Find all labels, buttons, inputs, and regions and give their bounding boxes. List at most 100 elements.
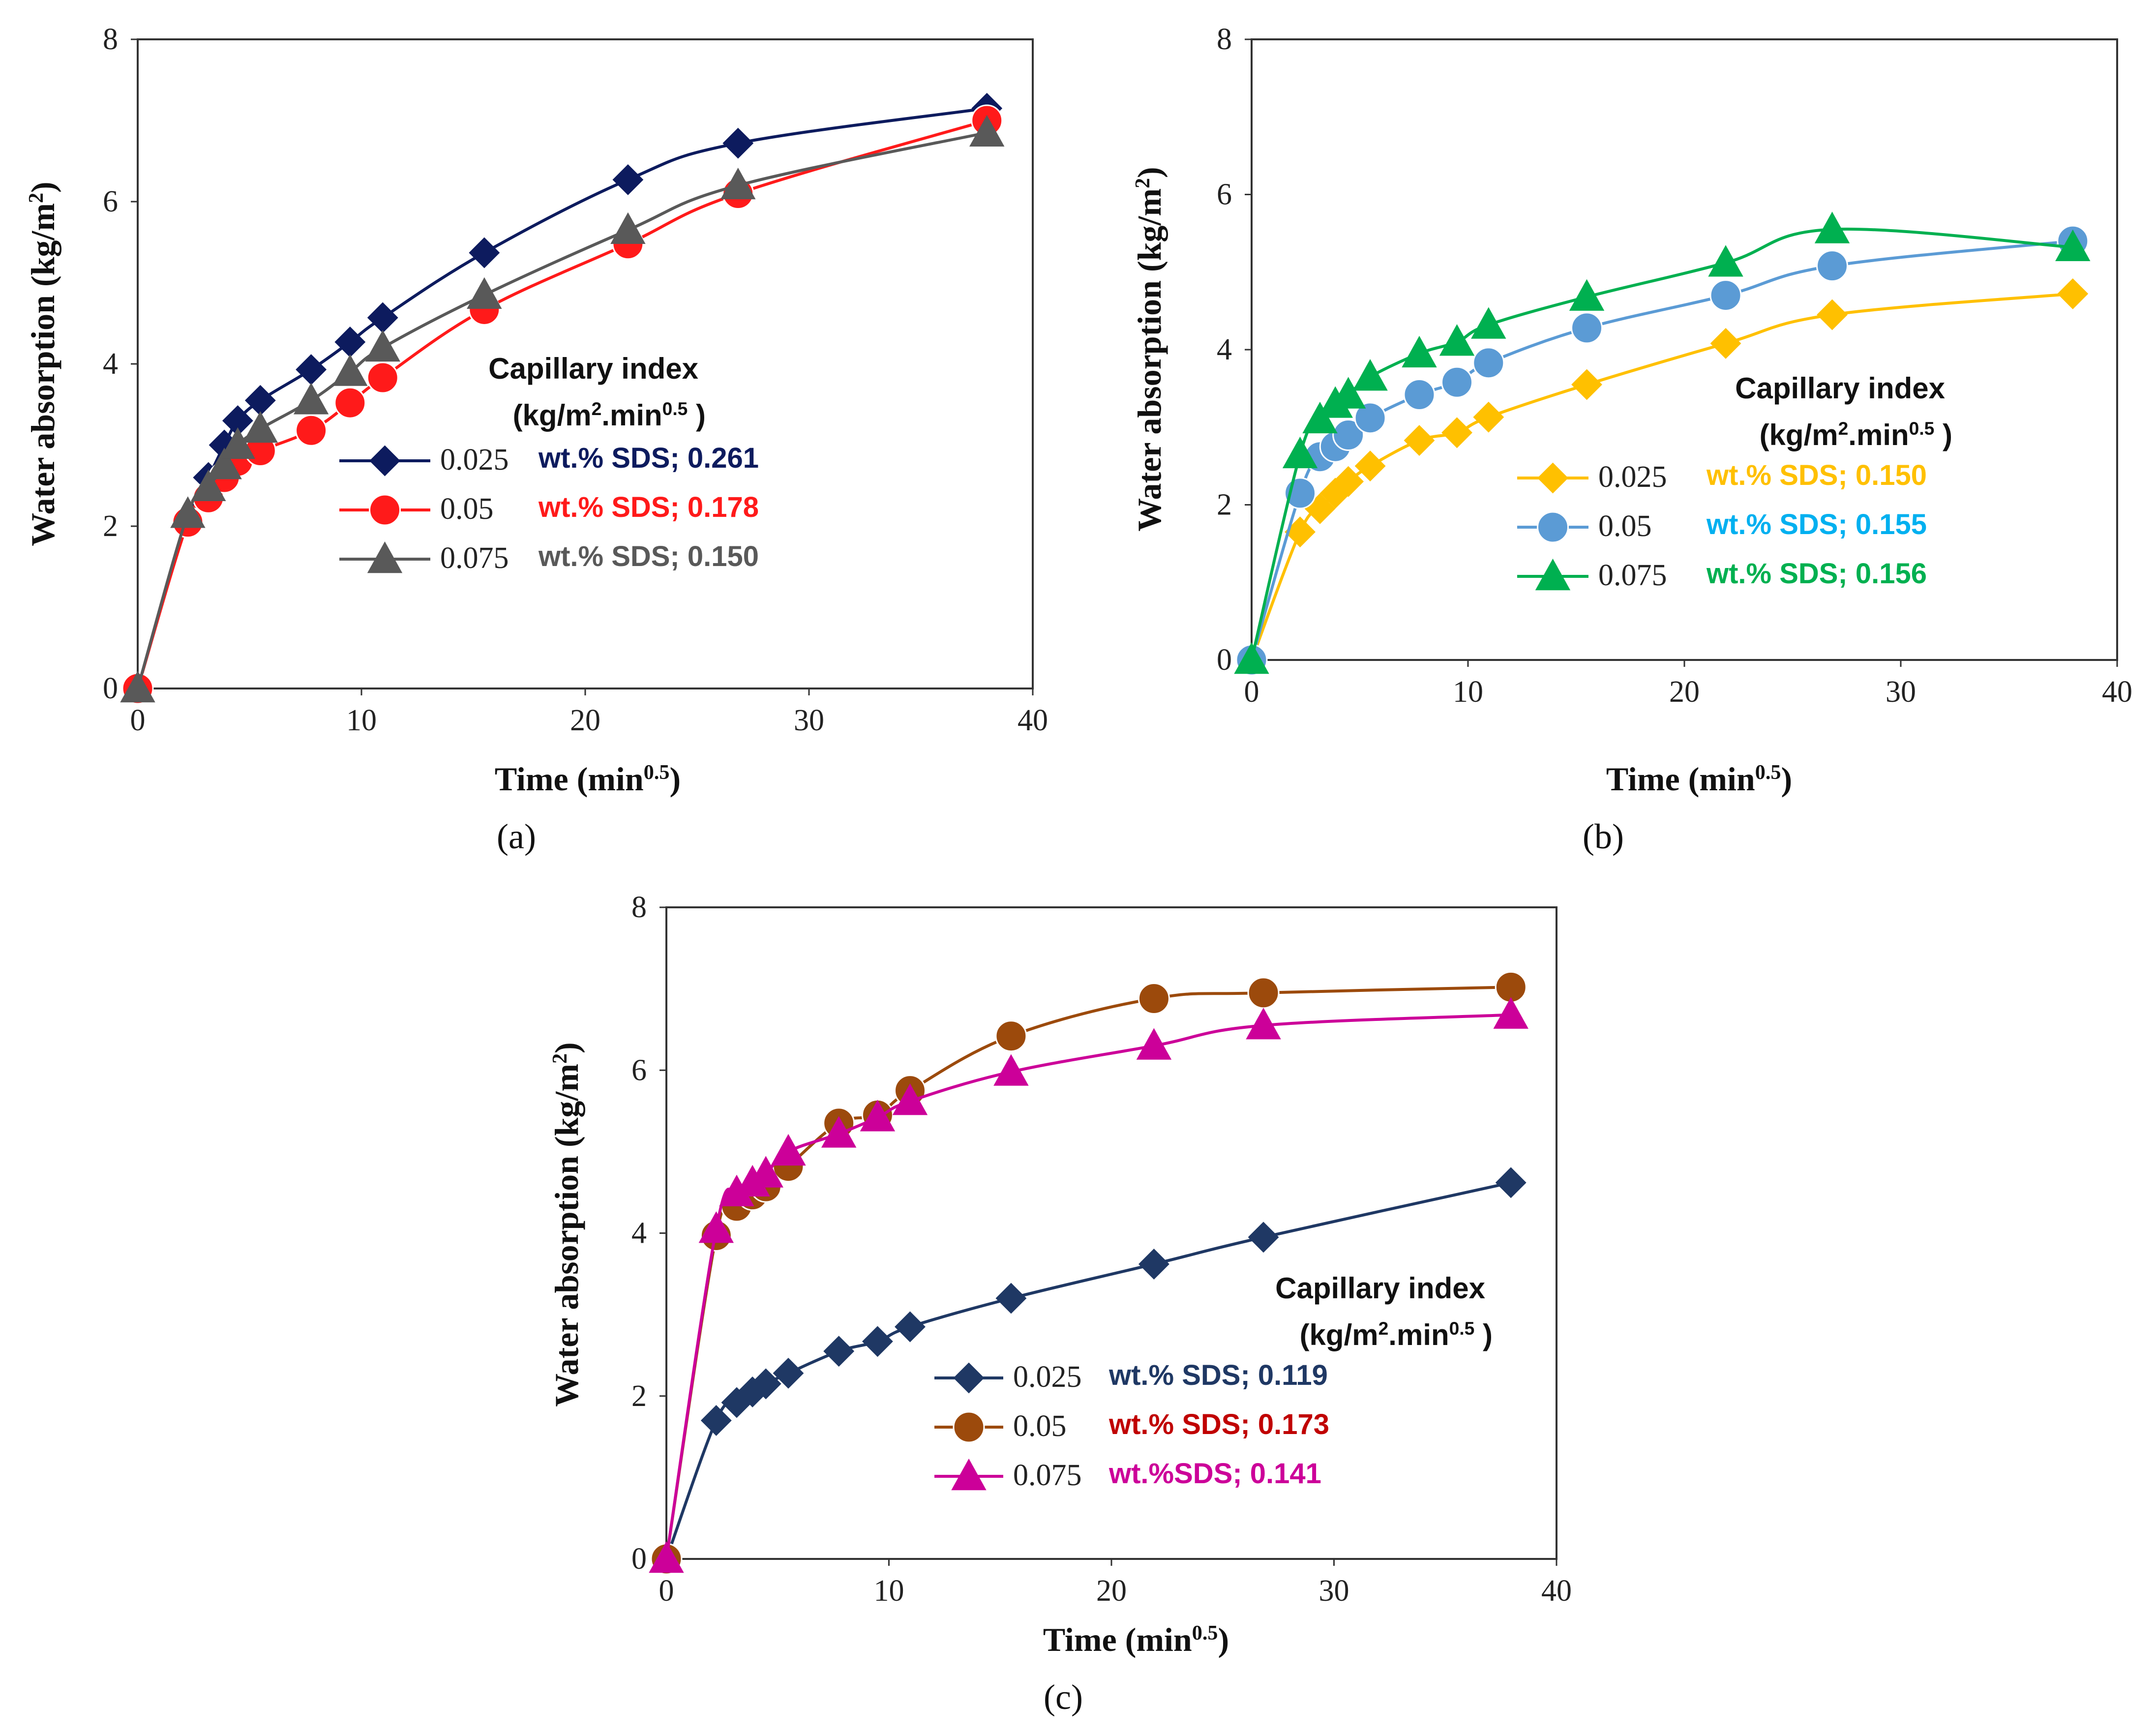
legend-header-line1: Capillary index <box>1275 1272 1485 1305</box>
legend-header-line2: (kg/m2.min0.5 ) <box>1300 1318 1493 1351</box>
legend-header-line2: (kg/m2.min0.5 ) <box>513 398 706 432</box>
data-point <box>1817 299 1848 330</box>
data-point <box>698 1211 734 1243</box>
legend-swatch-marker <box>951 1458 987 1491</box>
y-tick-label: 2 <box>103 509 118 543</box>
y-tick-label: 4 <box>1217 333 1232 366</box>
data-point <box>1473 401 1504 433</box>
x-axis-title-sup: 0.5 <box>644 761 670 784</box>
legend-label: 0.075 <box>1598 559 1667 592</box>
data-point <box>771 1134 806 1166</box>
legend-swatch-marker <box>1535 558 1571 591</box>
y-tick-label: 0 <box>631 1542 647 1576</box>
y-tick-label: 0 <box>103 672 118 705</box>
legend-capillary-index: wt.% SDS; 0.173 <box>1108 1408 1329 1440</box>
data-point <box>469 237 500 269</box>
data-point <box>748 1156 783 1188</box>
legend-unit-main: (kg/m <box>1760 419 1838 451</box>
data-point <box>1330 377 1366 409</box>
data-point <box>170 496 206 528</box>
legend-label: 0.075 <box>1013 1459 1082 1492</box>
legend-label: 0.025 <box>1013 1360 1082 1394</box>
legend-unit-sup1: 2 <box>1378 1318 1389 1339</box>
x-axis-title: Time (min0.5) <box>495 760 681 798</box>
panel-label: (a) <box>497 817 536 856</box>
data-point <box>1333 466 1364 497</box>
data-point <box>612 164 644 195</box>
data-point <box>1472 347 1505 379</box>
legend-swatch-marker <box>953 1362 985 1394</box>
y-axis-title-sup: 2 <box>548 1053 571 1064</box>
x-tick-label: 0 <box>659 1574 674 1608</box>
legend-swatch-marker <box>1537 511 1569 543</box>
data-point <box>1471 307 1506 339</box>
data-point <box>1495 1167 1527 1198</box>
data-point <box>467 277 502 309</box>
x-axis-title: Time (min0.5) <box>1606 760 1792 798</box>
data-point <box>1404 425 1435 456</box>
legend-unit-end: ) <box>1934 419 1952 451</box>
y-tick-label: 6 <box>631 1053 647 1087</box>
data-point <box>1332 419 1365 451</box>
y-axis-title-end: ) <box>1131 167 1168 178</box>
data-point <box>242 411 278 443</box>
legend-unit-sup2: 0.5 <box>1909 418 1935 439</box>
y-tick-label: 4 <box>103 347 118 381</box>
data-point <box>993 1054 1029 1086</box>
y-axis-title: Water absorption (kg/m2) <box>548 1042 585 1406</box>
panel-label: (c) <box>1044 1677 1083 1717</box>
data-point <box>722 127 754 159</box>
x-tick-label: 30 <box>1319 1574 1349 1608</box>
legend-unit-mid: .min <box>601 399 662 432</box>
data-point <box>365 329 400 362</box>
legend-swatch-marker <box>1537 462 1568 494</box>
data-point <box>1354 402 1386 434</box>
x-axis-title: Time (min0.5) <box>1043 1621 1229 1658</box>
y-tick-label: 8 <box>631 891 647 924</box>
y-tick-label: 8 <box>1217 23 1232 56</box>
data-point <box>773 1357 804 1389</box>
data-point <box>1441 366 1473 398</box>
x-tick-label: 40 <box>2102 675 2132 709</box>
data-point <box>334 387 366 419</box>
legend-label: 0.05 <box>1598 509 1652 543</box>
x-axis-title-main: Time (min <box>1043 1621 1192 1658</box>
y-axis-title-main: Water absorption (kg/m <box>24 203 61 546</box>
legend-unit-end: ) <box>688 399 706 432</box>
legend-unit-main: (kg/m <box>1300 1318 1378 1351</box>
x-tick-label: 40 <box>1541 1574 1572 1608</box>
data-point <box>1814 211 1850 243</box>
legend-label: 0.075 <box>440 541 509 575</box>
legend-header-line1: Capillary index <box>1735 372 1945 405</box>
data-point <box>1402 335 1437 368</box>
x-axis-title-sup: 0.5 <box>1192 1621 1218 1644</box>
y-axis-title: Water absorption (kg/m2) <box>1131 167 1168 531</box>
y-tick-label: 6 <box>103 185 118 218</box>
legend-unit-end: ) <box>1474 1318 1493 1351</box>
legend-label: 0.05 <box>1013 1409 1067 1443</box>
data-point <box>1136 1028 1172 1060</box>
legend-label: 0.05 <box>440 492 494 526</box>
legend-label: 0.025 <box>1598 460 1667 494</box>
y-axis-title-sup: 2 <box>25 193 48 203</box>
y-axis-title: Water absorption (kg/m2) <box>24 181 61 546</box>
data-point <box>649 1541 684 1573</box>
legend-unit-sup2: 0.5 <box>1449 1318 1475 1339</box>
x-axis-title-end: ) <box>669 760 681 798</box>
x-tick-label: 20 <box>1669 675 1700 709</box>
x-tick-label: 40 <box>1018 704 1048 737</box>
data-point <box>995 1020 1027 1052</box>
y-tick-label: 6 <box>1217 178 1232 211</box>
y-tick-label: 4 <box>631 1217 647 1250</box>
data-point <box>860 1100 896 1132</box>
x-axis-title-main: Time (min <box>1606 760 1755 798</box>
legend-unit-main: (kg/m <box>513 399 592 432</box>
data-point <box>120 670 155 703</box>
data-point <box>720 167 756 200</box>
legend-header-line1: Capillary index <box>488 352 698 385</box>
y-tick-label: 2 <box>1217 488 1232 522</box>
data-point <box>1247 977 1280 1009</box>
data-point <box>191 469 226 501</box>
data-point <box>995 1283 1027 1314</box>
